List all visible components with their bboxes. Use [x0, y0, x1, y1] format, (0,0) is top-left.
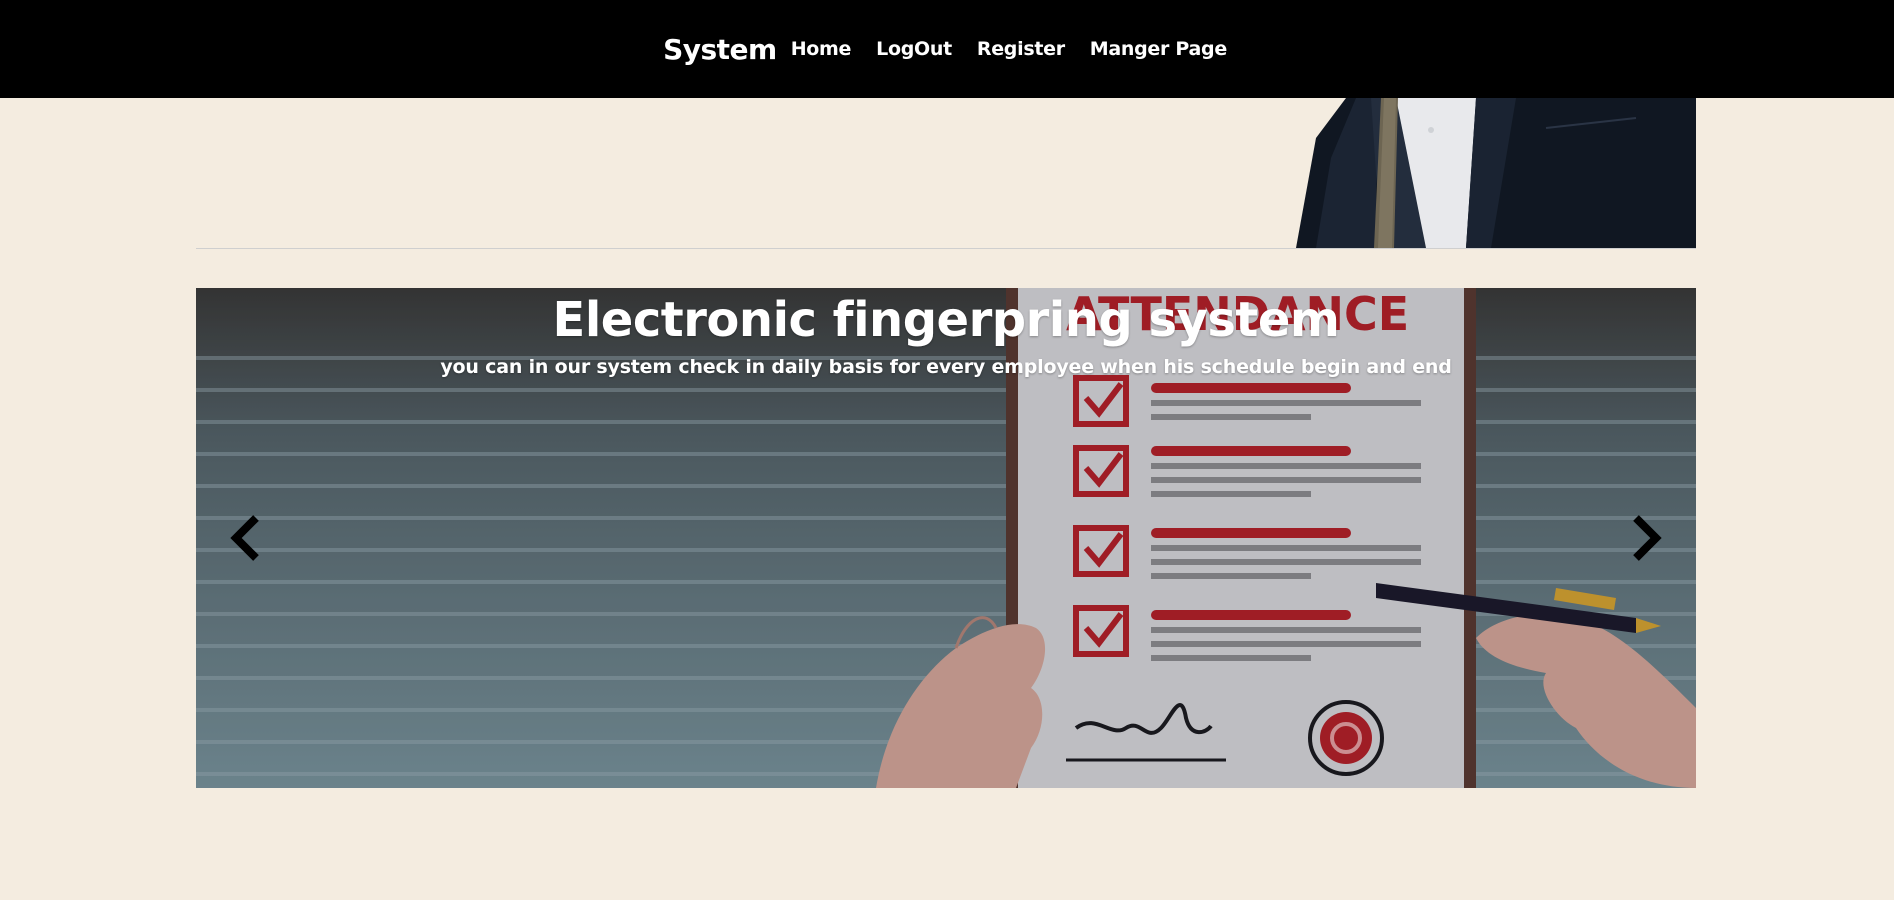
businessman-image — [1276, 98, 1696, 248]
attendance-illustration: ATTENDANCE — [196, 288, 1696, 788]
nav-link-register[interactable]: Register — [976, 38, 1065, 60]
nav-link-logout[interactable]: LogOut — [876, 38, 952, 60]
nav-link-home[interactable]: Home — [790, 38, 852, 60]
carousel-subtitle: you can in our system check in daily bas… — [440, 356, 1452, 378]
brand-logo[interactable]: System — [663, 32, 777, 66]
carousel-title: Electronic fingerpring system — [552, 292, 1340, 348]
chevron-left-icon — [230, 515, 259, 561]
carousel-next-button[interactable] — [1626, 512, 1666, 564]
svg-text:ATTENDANCE: ATTENDANCE — [1066, 288, 1409, 341]
chevron-right-icon — [1633, 515, 1662, 561]
navbar: System Home LogOut Register Manger Page — [0, 0, 1894, 98]
carousel-caption: Electronic fingerpring system you can in… — [196, 288, 1696, 378]
nav-inner: System Home LogOut Register Manger Page — [663, 33, 1227, 66]
nav-link-manager-page[interactable]: Manger Page — [1089, 38, 1227, 60]
hero-carousel: ATTENDANCE — [196, 288, 1696, 788]
carousel-prev-button[interactable] — [226, 512, 266, 564]
top-banner — [196, 98, 1696, 249]
